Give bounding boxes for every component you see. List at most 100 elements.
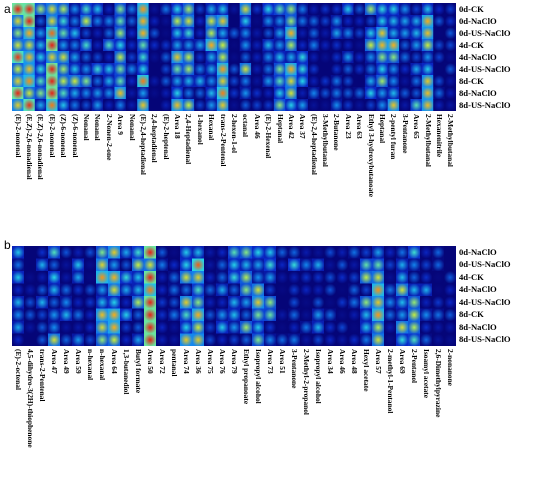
heatmap-cell xyxy=(103,15,115,28)
column-label: Ethyl propanoate xyxy=(242,349,251,405)
heatmap-cell xyxy=(433,99,446,111)
heatmap-cell xyxy=(364,15,377,28)
heatmap-cell xyxy=(420,321,433,334)
heatmap-cell xyxy=(205,3,218,16)
heatmap-cell xyxy=(421,3,434,16)
heatmap-cell xyxy=(420,246,433,259)
heatmap-cell xyxy=(273,3,286,16)
heatmap-cell xyxy=(84,271,97,284)
heatmap-cell xyxy=(171,39,184,52)
heatmap-cell xyxy=(308,39,320,52)
heatmap-cell xyxy=(156,258,169,272)
heatmap-cell xyxy=(319,27,332,40)
heatmap-cell xyxy=(312,283,325,297)
heatmap-cell xyxy=(420,258,433,272)
heatmap-cell xyxy=(108,296,121,309)
heatmap-cell xyxy=(330,39,343,52)
heatmap-cell xyxy=(91,27,104,40)
column-label: Area 51 xyxy=(278,349,287,374)
heatmap-cell xyxy=(240,283,253,297)
heatmap-cell xyxy=(216,321,229,334)
heatmap-cell xyxy=(421,51,434,64)
heatmap-cell xyxy=(276,333,289,346)
heatmap-cell xyxy=(342,39,354,52)
heatmap-cell xyxy=(168,333,181,346)
heatmap-cell xyxy=(216,246,229,259)
column-label: 3-Pentanone xyxy=(400,114,410,154)
heatmap-cell xyxy=(372,283,385,297)
heatmap-cell xyxy=(348,296,361,309)
heatmap-cell xyxy=(399,51,411,64)
heatmap-cell xyxy=(68,3,81,16)
row-label: 0d-US-NaClO xyxy=(459,259,511,270)
heatmap-cell xyxy=(114,87,127,100)
heatmap-cell xyxy=(12,271,25,284)
heatmap-cell xyxy=(68,15,81,28)
column-label: 3-Pentanone xyxy=(290,349,299,389)
heatmap-cell xyxy=(262,15,275,28)
row-label: 8d-US-NaClO xyxy=(459,334,511,345)
heatmap-cell xyxy=(262,51,275,64)
heatmap-cell xyxy=(204,283,217,297)
heatmap-cell xyxy=(376,15,389,28)
column-label: (E)-2-Hexenal xyxy=(264,114,274,159)
column-label: Hexanal xyxy=(207,114,217,141)
column-label: 2,6-Dimethylpyrazine xyxy=(434,349,443,418)
heatmap-cell xyxy=(330,63,343,76)
heatmap-cell xyxy=(285,15,298,28)
heatmap-cell xyxy=(12,308,25,322)
heatmap-cell xyxy=(336,308,349,322)
heatmap-cell xyxy=(132,308,145,322)
heatmap-cell xyxy=(108,333,121,346)
heatmap-cell xyxy=(300,258,313,272)
heatmap-cell xyxy=(433,87,446,100)
heatmap-cell xyxy=(285,51,298,64)
heatmap-cell xyxy=(182,27,195,40)
heatmap-cell xyxy=(276,321,289,334)
heatmap-cell xyxy=(396,271,409,284)
heatmap-cell xyxy=(34,63,47,76)
row-label: 8d-NaClO xyxy=(459,321,497,332)
heatmap-cell xyxy=(262,63,275,76)
heatmap-cell xyxy=(168,308,181,322)
heatmap-cell xyxy=(125,39,138,52)
heatmap-cell xyxy=(148,15,161,28)
heatmap-cell xyxy=(80,51,93,64)
heatmap-cell xyxy=(432,296,445,309)
column-label: 2-hexen-1-ol xyxy=(230,114,239,153)
row-label: 8d-CK xyxy=(459,309,484,320)
column-label: n-hexanal xyxy=(98,349,107,381)
heatmap-cell xyxy=(285,27,298,40)
heatmap-cell xyxy=(228,99,241,111)
heatmap-cell xyxy=(204,246,217,259)
row-label: 4d-NaClO xyxy=(459,284,497,295)
heatmap-cell xyxy=(72,321,85,334)
heatmap-cell xyxy=(312,271,325,284)
heatmap-cell xyxy=(396,258,409,272)
column-label: Area 75 xyxy=(206,349,215,374)
heatmap-cell xyxy=(132,296,145,309)
heatmap-cell xyxy=(36,308,49,322)
heatmap-cell xyxy=(421,15,434,28)
heatmap-cell xyxy=(36,296,49,309)
column-label: (E)-2-nonenal xyxy=(13,114,23,158)
column-label: 2-Methyl-2-propanol xyxy=(302,349,311,415)
heatmap-cell xyxy=(34,75,47,88)
heatmap-cell xyxy=(276,283,289,297)
heatmap-cell xyxy=(239,39,252,52)
heatmap-cell xyxy=(285,39,298,52)
column-label: Ethyl 3-hydroxybutanoate xyxy=(366,114,376,198)
heatmap-cell xyxy=(239,51,252,64)
heatmap-cell xyxy=(276,296,289,309)
heatmap-cell xyxy=(46,27,58,40)
column-label: Area 50 xyxy=(146,349,155,374)
heatmap-cell xyxy=(432,283,445,297)
heatmap-cell xyxy=(342,15,354,28)
heatmap-cell xyxy=(239,15,252,28)
heatmap-cell xyxy=(57,75,70,88)
heatmap-cell xyxy=(216,296,229,309)
heatmap-cell xyxy=(34,3,47,16)
heatmap-cell xyxy=(60,283,73,297)
heatmap-cell xyxy=(23,75,36,88)
heatmap-cell xyxy=(36,271,49,284)
